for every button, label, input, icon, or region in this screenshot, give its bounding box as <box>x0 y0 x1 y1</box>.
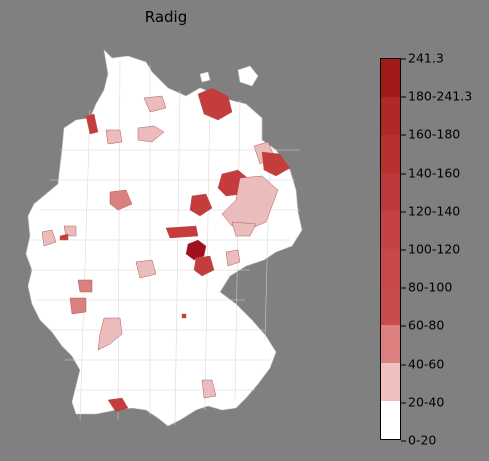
colorbar-segment <box>381 325 400 363</box>
colorbar-segment <box>381 287 400 325</box>
colorbar-segment <box>381 211 400 249</box>
legend-tick-label: 180-241.3 <box>401 89 472 104</box>
legend-tick-label: 40-60 <box>401 356 444 371</box>
legend-tick-label: 60-80 <box>401 318 444 333</box>
island-shape <box>237 65 259 87</box>
district-region <box>231 221 257 237</box>
colorbar-segment <box>381 401 400 439</box>
district-region <box>41 229 57 247</box>
district-region <box>189 193 213 217</box>
district-region <box>143 95 167 113</box>
district-region <box>69 297 87 315</box>
legend-tick-label: 120-140 <box>401 203 460 218</box>
district-region <box>105 129 123 145</box>
district-region <box>107 397 129 413</box>
legend-colorbar <box>380 58 401 440</box>
highlighted-districts <box>41 87 291 413</box>
district-region <box>181 313 187 319</box>
legend-tick-label: 140-160 <box>401 165 460 180</box>
district-region <box>85 113 99 135</box>
colorbar-segment <box>381 59 400 97</box>
district-region <box>63 225 77 237</box>
district-region <box>185 239 207 261</box>
colorbar-segment <box>381 249 400 287</box>
legend-tick-label: 241.3 <box>401 51 444 66</box>
district-region <box>225 249 241 267</box>
district-region <box>137 125 165 143</box>
district-borders <box>30 59 300 426</box>
district-region <box>221 175 279 229</box>
legend-tick-label: 160-180 <box>401 127 460 142</box>
colorbar-segment <box>381 135 400 173</box>
district-region <box>197 87 233 121</box>
legend-tick-label: 100-120 <box>401 242 460 257</box>
district-region <box>109 189 133 211</box>
district-region <box>261 151 291 177</box>
colorbar-segment <box>381 173 400 211</box>
district-region <box>201 379 217 399</box>
legend-tick-label: 20-40 <box>401 394 444 409</box>
district-region <box>59 233 69 241</box>
germany-choropleth-map <box>25 49 303 427</box>
island-shape <box>199 71 211 83</box>
district-region <box>165 225 199 239</box>
germany-outline <box>25 49 303 427</box>
district-region <box>97 317 123 351</box>
legend-ticks: 0-20 20-40 40-60 60-80 80-100 100-120 120-140 1… <box>401 51 489 448</box>
district-region <box>77 279 93 293</box>
legend-tick-label: 0-20 <box>401 433 436 448</box>
district-region <box>193 255 215 277</box>
colorbar-segment <box>381 363 400 401</box>
map-title: Radig <box>144 8 188 26</box>
colorbar-segment <box>381 97 400 135</box>
district-region <box>135 259 157 279</box>
legend-tick-label: 80-100 <box>401 280 452 295</box>
